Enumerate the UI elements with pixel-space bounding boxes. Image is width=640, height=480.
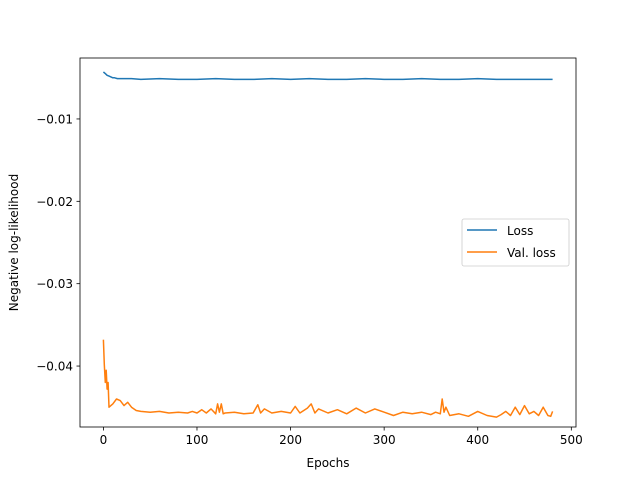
y-tick-label: −0.01 bbox=[36, 112, 73, 126]
y-axis-label: Negative log-likelihood bbox=[7, 174, 21, 311]
x-tick-label: 200 bbox=[279, 433, 302, 447]
legend-label-loss: Loss bbox=[507, 224, 533, 238]
x-tick-label: 0 bbox=[100, 433, 108, 447]
x-tick-label: 100 bbox=[186, 433, 209, 447]
x-tick-label: 300 bbox=[373, 433, 396, 447]
y-tick-label: −0.04 bbox=[36, 360, 73, 374]
y-axis: −0.01 −0.02 −0.03 −0.04 bbox=[36, 112, 80, 374]
plot-frame bbox=[79, 57, 577, 428]
series-line-loss bbox=[102, 71, 553, 81]
y-tick-label: −0.03 bbox=[36, 277, 73, 291]
legend: Loss Val. loss bbox=[461, 218, 570, 267]
x-tick-label: 400 bbox=[466, 433, 489, 447]
x-axis: 0 100 200 300 400 500 bbox=[100, 427, 583, 447]
series-layer bbox=[102, 71, 554, 418]
y-tick-label: −0.02 bbox=[36, 195, 73, 209]
legend-label-val-loss: Val. loss bbox=[507, 246, 556, 260]
x-tick-label: 500 bbox=[560, 433, 583, 447]
x-axis-label: Epochs bbox=[307, 456, 350, 470]
series-line-val-loss bbox=[102, 339, 554, 418]
